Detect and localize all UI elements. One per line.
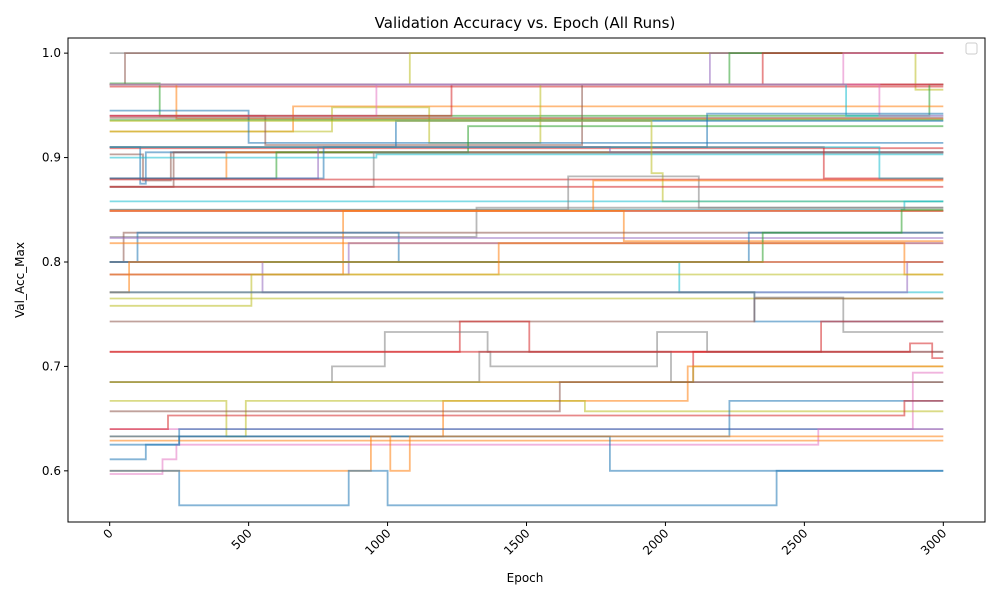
series-line-21: [109, 83, 944, 117]
y-tick-label: 0.7: [42, 359, 61, 373]
chart-title: Validation Accuracy vs. Epoch (All Runs): [375, 14, 676, 32]
series-line-66: [109, 331, 944, 383]
series-line-81: [109, 469, 944, 507]
series-line-63: [109, 297, 944, 323]
series-line-41: [109, 175, 944, 211]
y-axis-ticks: 0.6 0.7 0.8 0.9 1.0: [42, 46, 68, 478]
series-line-60: [109, 273, 944, 307]
y-tick-label: 0.8: [42, 255, 61, 269]
series-line-73: [109, 381, 944, 413]
series-line-80: [109, 435, 944, 472]
y-axis-label: Val_Acc_Max: [13, 242, 27, 318]
series-line-79: [109, 435, 944, 472]
y-tick-label: 1.0: [42, 46, 61, 60]
series-line-46: [109, 209, 944, 242]
series-line-72: [109, 400, 944, 438]
legend-box: [965, 42, 978, 55]
x-axis-label: Epoch: [507, 571, 544, 585]
series-line-68: [109, 342, 944, 359]
series-line-33: [109, 146, 944, 180]
series-line-31: [109, 153, 944, 159]
series-line-13: [109, 109, 944, 144]
y-tick-label: 0.6: [42, 464, 61, 478]
y-tick-label: 0.9: [42, 151, 61, 165]
series-layer: [109, 52, 944, 507]
series-line-75: [109, 400, 944, 430]
series-line-12: [109, 83, 944, 144]
series-line-62: [109, 291, 944, 333]
